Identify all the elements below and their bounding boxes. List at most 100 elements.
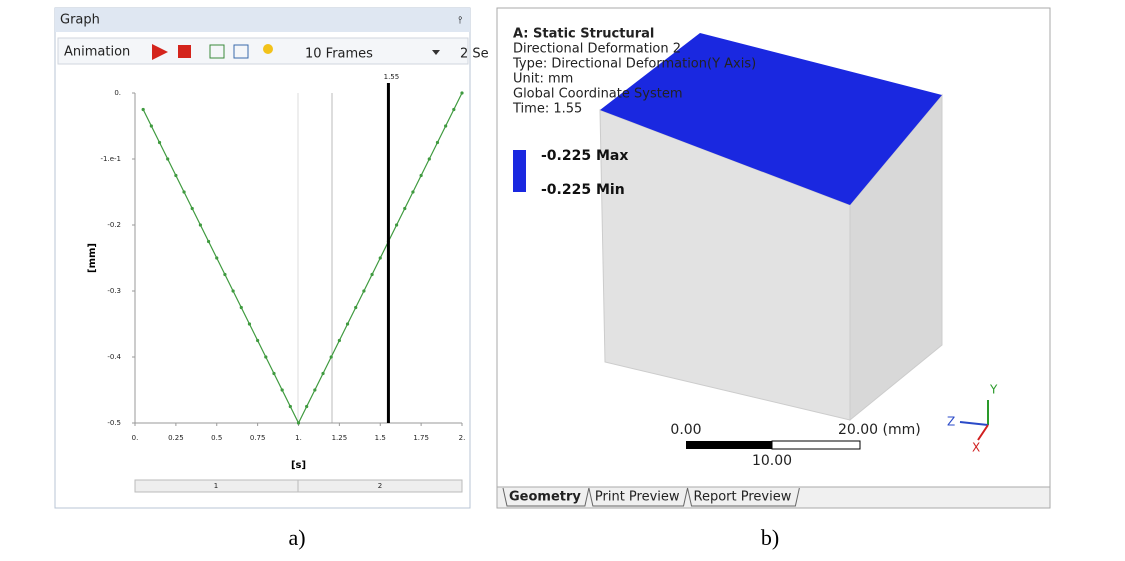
x-tick-label: 0.5 (211, 434, 222, 442)
data-point (427, 157, 431, 161)
triad-x (977, 424, 989, 441)
tab-edge (502, 487, 590, 507)
duration-select[interactable]: 2 Se (460, 47, 489, 62)
data-point (288, 404, 292, 409)
info-line: Directional Deformation 2 (513, 42, 681, 57)
data-point (239, 305, 243, 310)
data-point (149, 124, 153, 128)
scale-start: 0.00 (670, 422, 701, 438)
timeline-step: 1 (214, 482, 218, 490)
panel-title: Graph (60, 13, 100, 28)
data-point (395, 223, 399, 227)
data-point (206, 239, 211, 244)
tab-bar (496, 486, 1051, 509)
info-line: Type: Directional Deformation(Y Axis) (512, 57, 756, 72)
tab-edge (687, 487, 800, 507)
caption: a) (288, 525, 305, 550)
legend-swatch (513, 150, 526, 192)
y-tick-label: -0.4 (107, 353, 121, 361)
y-tick-label: 0. (114, 89, 121, 97)
x-tick-label: 1.25 (332, 434, 348, 442)
data-point (419, 173, 423, 178)
x-tick-label: 1.5 (375, 434, 386, 442)
x-tick-label: 0. (132, 434, 139, 442)
scale-bar-dark (686, 441, 772, 449)
timeline-step: 2 (378, 482, 382, 490)
data-point (215, 256, 219, 260)
x-tick-label: 0.75 (250, 434, 266, 442)
cube-top (600, 33, 942, 205)
data-point (403, 206, 407, 211)
tab[interactable]: Print Preview (595, 490, 680, 505)
toolbar (57, 37, 469, 65)
info-line: Global Coordinate System (513, 87, 682, 102)
data-point (141, 107, 145, 112)
x-tick-label: 0.25 (168, 434, 184, 442)
data-point (157, 140, 162, 145)
scale-end: 20.00 (mm) (838, 422, 921, 438)
data-point (354, 305, 358, 310)
x-tick-label: 1.75 (413, 434, 429, 442)
x-tick-label: 1. (295, 434, 302, 442)
data-point (313, 388, 317, 392)
hint-icon[interactable] (263, 44, 273, 54)
data-point (378, 256, 382, 260)
data-point (256, 338, 260, 343)
info-line: A: Static Structural (513, 27, 654, 42)
stop-button[interactable] (178, 45, 191, 58)
info-line: Time: 1.55 (512, 102, 582, 117)
data-point (411, 190, 415, 194)
triad-label: Z (947, 415, 955, 429)
data-line (142, 92, 463, 425)
y-axis-label: [mm] (87, 243, 98, 273)
frames-button[interactable] (209, 44, 225, 59)
data-point (272, 371, 276, 376)
panel-header (55, 8, 470, 32)
data-point (321, 371, 325, 376)
data-point (370, 272, 374, 277)
tab-edge (588, 487, 689, 507)
y-tick-label: -0.2 (107, 221, 121, 229)
animation-label: Animation (64, 45, 130, 60)
legend-max: -0.225 Max (541, 148, 628, 164)
data-point (231, 289, 235, 293)
data-point (296, 421, 301, 425)
tab[interactable]: Report Preview (694, 490, 792, 505)
data-point (190, 206, 194, 211)
data-point (198, 223, 202, 227)
data-point (452, 107, 456, 112)
data-point (166, 157, 170, 161)
data-point (460, 91, 464, 95)
y-tick-label: -0.3 (107, 287, 121, 295)
data-point (329, 355, 333, 359)
x-axis-label: [s] (291, 460, 306, 471)
data-point (182, 190, 186, 194)
play-button[interactable] (152, 44, 168, 60)
data-point (264, 355, 268, 359)
info-line: Unit: mm (513, 72, 573, 87)
caption: b) (761, 525, 779, 550)
tab[interactable]: Geometry (509, 490, 581, 505)
scale-bar-light (771, 440, 861, 450)
data-point (444, 124, 448, 128)
frames-select[interactable]: 10 Frames (305, 47, 373, 62)
data-point (362, 289, 366, 293)
data-point (305, 404, 309, 409)
graph-panel (54, 7, 471, 509)
triad-label: Y (989, 383, 998, 397)
data-point (435, 140, 440, 145)
data-point (223, 272, 227, 277)
export-button[interactable] (233, 44, 249, 59)
data-point (174, 173, 178, 178)
scale-mid: 10.00 (752, 453, 792, 469)
pin-icon: ⫯ (457, 15, 462, 26)
dropdown-arrow[interactable] (432, 50, 440, 55)
data-point (345, 322, 350, 326)
time-cursor-label: 1.55 (384, 73, 400, 81)
y-tick-label: -1.e-1 (101, 155, 122, 163)
y-tick-label: -0.5 (107, 419, 121, 427)
data-point (247, 322, 252, 326)
data-point (337, 338, 341, 343)
